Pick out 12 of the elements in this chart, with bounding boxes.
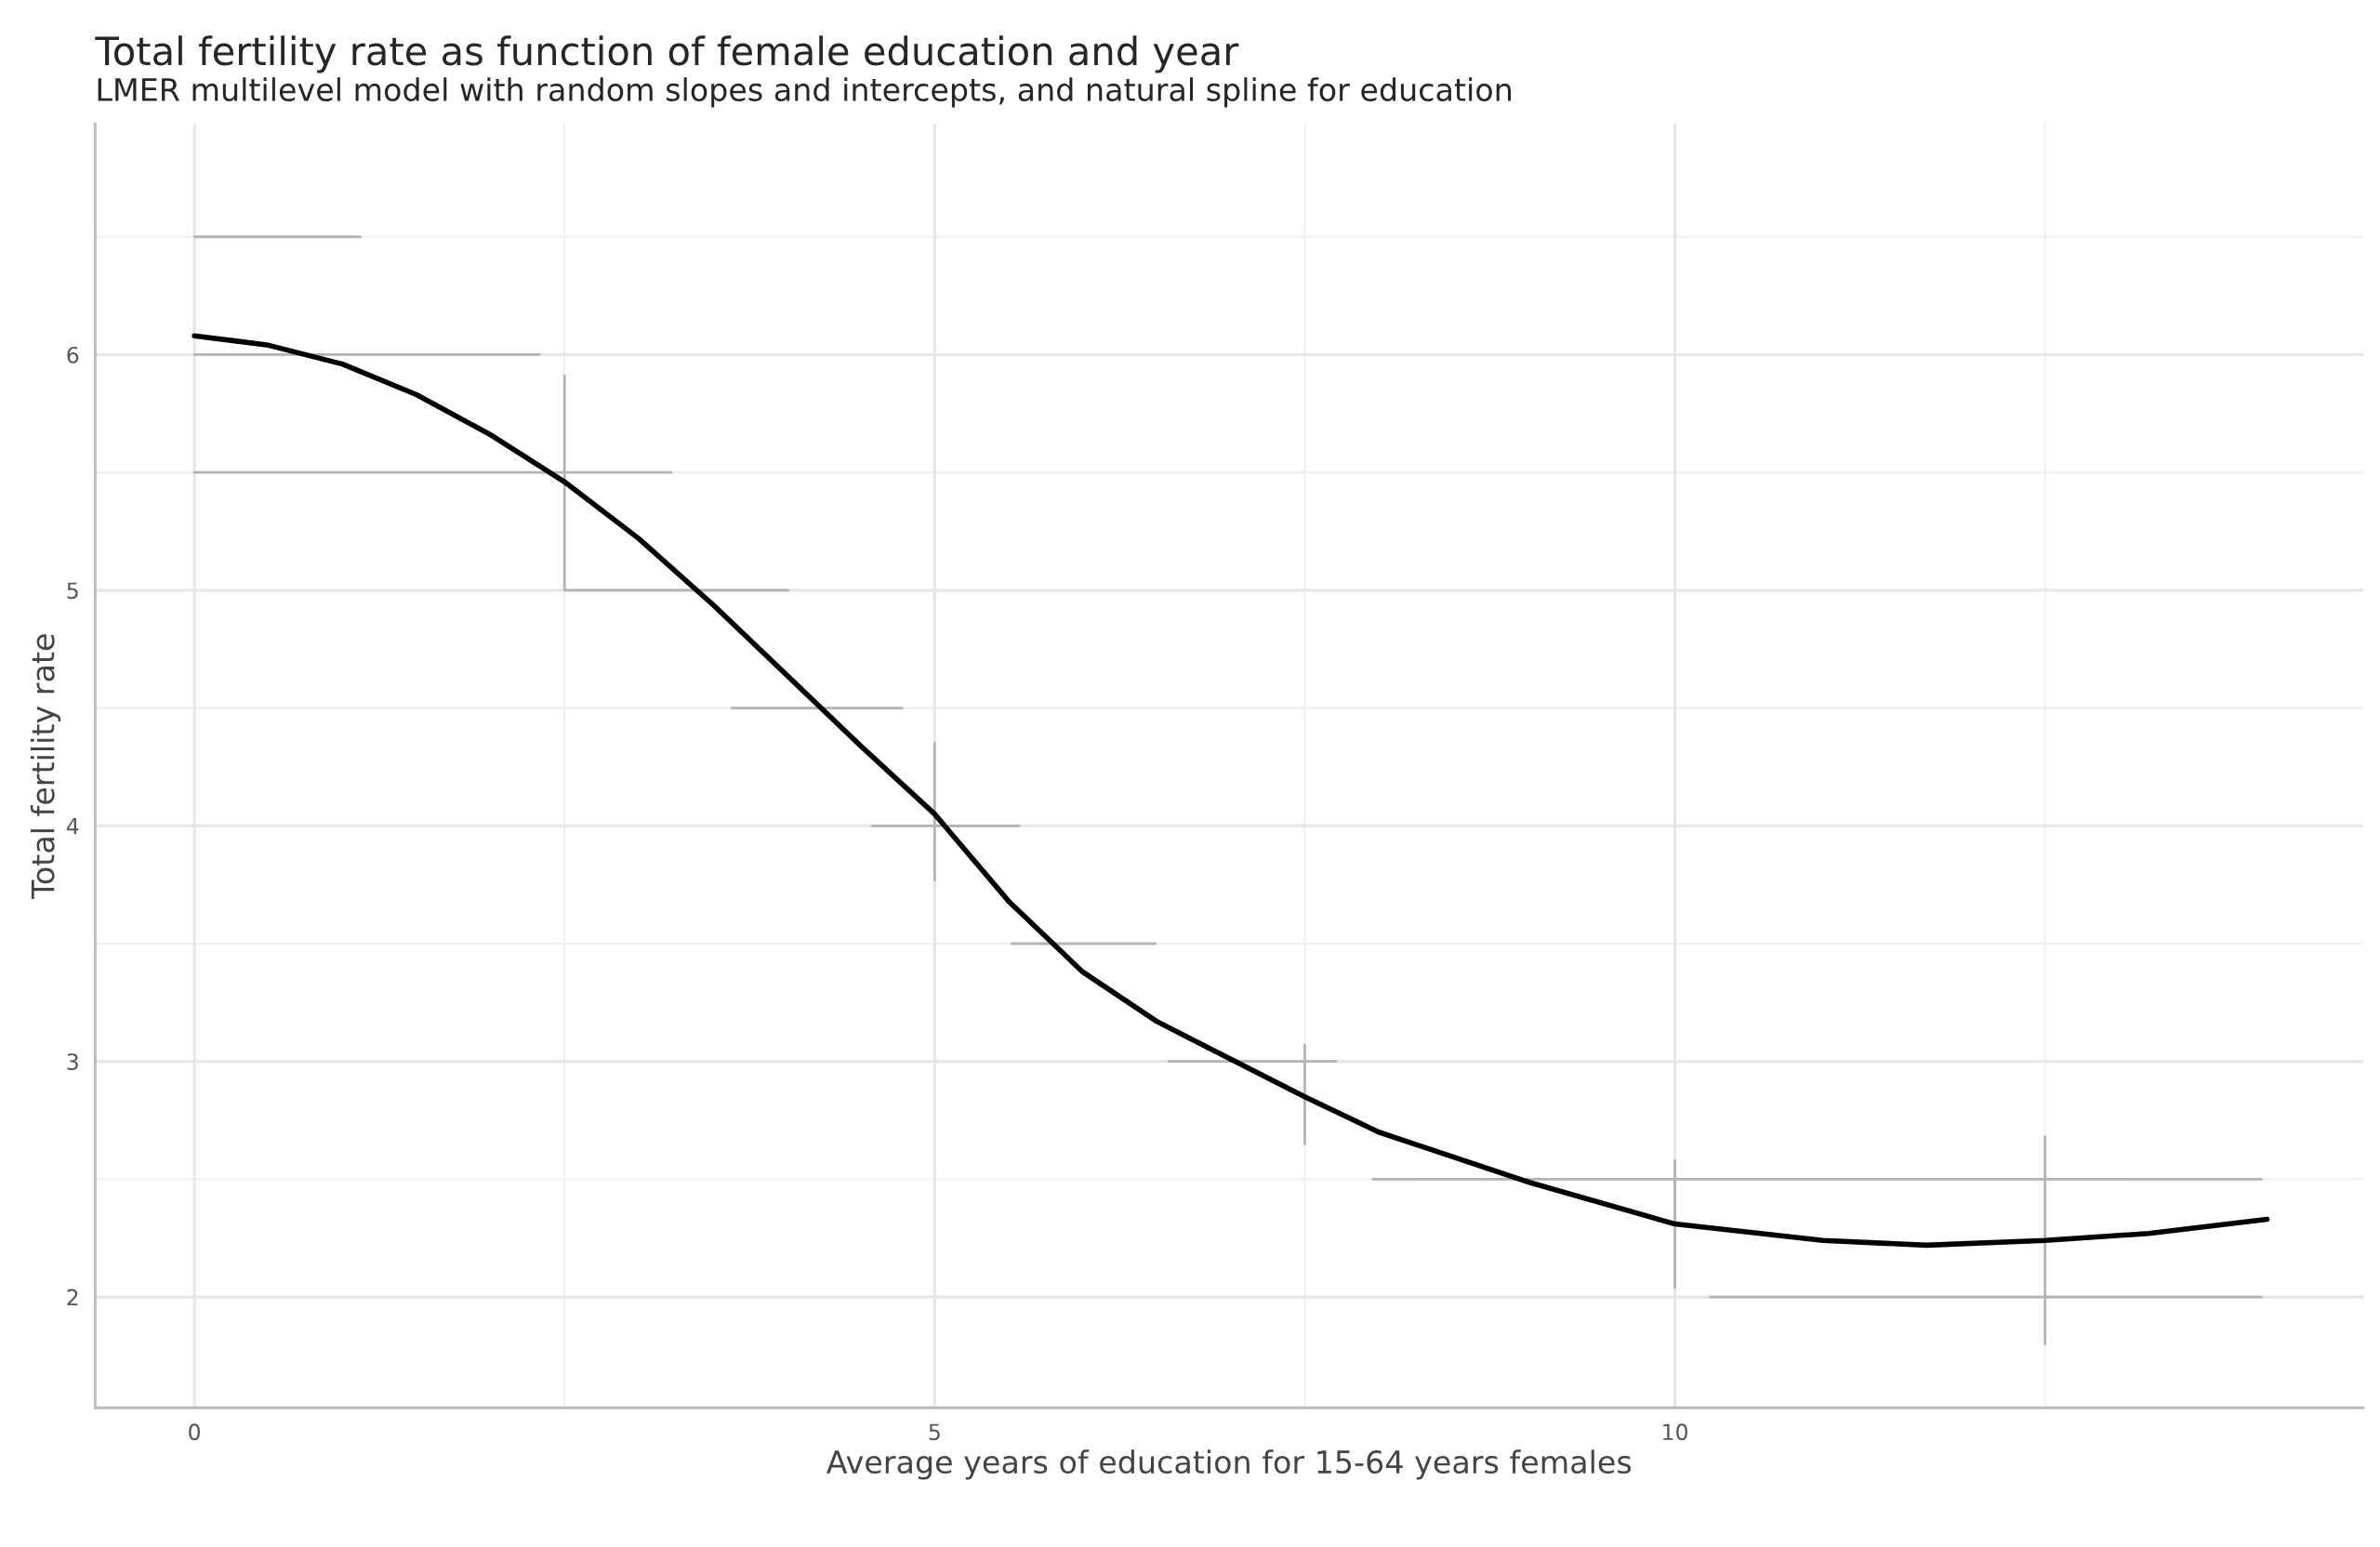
y-tick-label: 2: [67, 1289, 78, 1306]
x-tick-label: 10: [1663, 1423, 1688, 1441]
y-tick-label: 6: [67, 346, 79, 364]
x-axis-title: Average years of education for 15-64 years females: [826, 1449, 1632, 1480]
chart-title: Total fertility rate as function of female education and year: [95, 35, 1239, 73]
y-axis-title: Total fertility rate: [30, 634, 61, 899]
chart-subtitle: LMER multilevel model with random slopes and intercepts, and natural spline for education: [98, 77, 1511, 108]
y-tick-label: 4: [66, 818, 79, 835]
y-tick-label: 5: [67, 582, 78, 600]
x-tick-label: 0: [189, 1423, 201, 1441]
x-tick-label: 5: [929, 1423, 940, 1441]
y-tick-label: 3: [67, 1053, 78, 1071]
